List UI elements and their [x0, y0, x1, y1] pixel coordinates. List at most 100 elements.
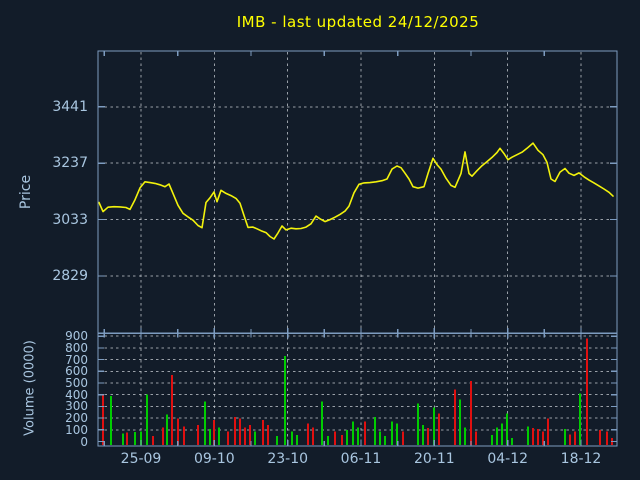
volume-bar-down: [470, 381, 472, 445]
volume-tick-label: 500: [65, 376, 88, 390]
volume-bar-up: [254, 431, 256, 445]
volume-bar-down: [244, 427, 246, 445]
date-tick-label: 25-09: [120, 451, 162, 467]
volume-bar-down: [213, 419, 215, 445]
volume-bar-down: [454, 389, 456, 445]
volume-bar-up: [110, 395, 112, 445]
volume-bar-down: [177, 418, 179, 445]
volume-bar-up: [122, 433, 124, 445]
price-panel-border: [97, 50, 618, 334]
volume-bar-down: [234, 416, 236, 445]
volume-bar-up: [146, 394, 148, 445]
volume-bar-down: [102, 394, 104, 445]
volume-bar-down: [239, 418, 241, 445]
price-axis-title: Price: [18, 174, 34, 210]
volume-bar-down: [599, 429, 601, 445]
volume-bar-up: [491, 435, 493, 445]
volume-bar-down: [152, 436, 154, 445]
volume-bar-up: [374, 416, 376, 445]
date-tick-label: 20-11: [413, 451, 455, 467]
volume-bar-down: [183, 426, 185, 445]
volume-bar-down: [586, 338, 588, 445]
volume-bar-up: [134, 432, 136, 445]
volume-bar-up: [422, 425, 424, 445]
volume-bar-down: [542, 431, 544, 445]
volume-bar-up: [209, 429, 211, 445]
volume-bar-up: [464, 427, 466, 445]
volume-bar-up: [459, 399, 461, 445]
volume-bar-down: [267, 425, 269, 445]
volume-bar-up: [384, 436, 386, 445]
volume-bar-down: [606, 431, 608, 445]
volume-bar-down: [475, 431, 477, 445]
volume-bar-down: [532, 428, 534, 445]
volume-tick-label: 900: [65, 329, 88, 344]
volume-tick-label: 0: [80, 434, 88, 449]
volume-bar-up: [276, 436, 278, 445]
volume-bar-down: [569, 434, 571, 445]
price-tick-label: 3441: [52, 98, 88, 115]
volume-bar-down: [197, 425, 199, 445]
volume-bar-down: [162, 427, 164, 445]
volume-tick-label: 200: [65, 411, 88, 426]
volume-bar-up: [204, 401, 206, 445]
volume-bar-down: [334, 431, 336, 445]
volume-bar-down: [227, 431, 229, 445]
date-tick-label: 23-10: [267, 451, 309, 467]
volume-tick-label: 300: [65, 399, 88, 414]
volume-bar-down: [438, 413, 440, 445]
volume-bar-up: [296, 435, 298, 445]
volume-bar-down: [574, 431, 576, 445]
chart-title: IMB - last updated 24/12/2025: [236, 13, 480, 31]
volume-bar-down: [249, 425, 251, 445]
volume-bar-up: [396, 423, 398, 445]
volume-bar-up: [433, 407, 435, 445]
volume-bar-down: [402, 431, 404, 445]
price-tick-label: 3237: [52, 155, 88, 172]
volume-bar-down: [307, 423, 309, 445]
volume-bar-up: [346, 429, 348, 445]
volume-bar-down: [126, 432, 128, 445]
volume-bar-down: [547, 418, 549, 445]
volume-tick-label: 100: [65, 422, 88, 437]
volume-bar-up: [284, 356, 286, 445]
volume-bar-down: [171, 374, 173, 445]
date-tick-label: 04-12: [487, 451, 529, 467]
price-line: [98, 142, 614, 240]
volume-bar-up: [506, 413, 508, 445]
date-tick-label: 18-12: [560, 451, 602, 467]
volume-tick-label: 800: [65, 340, 88, 355]
volume-bar-up: [321, 401, 323, 445]
volume-bar-up: [527, 426, 529, 445]
volume-panel-border: [97, 332, 618, 447]
volume-tick-label: 700: [65, 352, 88, 367]
volume-bar-down: [364, 421, 366, 445]
volume-bar-up: [357, 427, 359, 445]
volume-bar-up: [511, 437, 513, 445]
volume-bar-up: [417, 403, 419, 445]
volume-bar-up: [496, 427, 498, 445]
volume-bar-up: [166, 414, 168, 445]
volume-bar-down: [262, 419, 264, 445]
volume-tick-label: 600: [65, 364, 88, 379]
date-tick-label: 09-10: [193, 451, 235, 467]
volume-tick-label: 400: [65, 387, 88, 402]
price-tick-label: 3033: [52, 211, 88, 228]
volume-bar-up: [564, 429, 566, 445]
volume-bar-up: [218, 427, 220, 445]
volume-bar-up: [352, 421, 354, 445]
volume-bar-down: [312, 427, 314, 445]
price-tick-label: 2829: [52, 268, 88, 285]
volume-bar-down: [537, 429, 539, 445]
volume-bar-up: [291, 431, 293, 445]
volume-bar-up: [391, 421, 393, 445]
volume-bar-up: [379, 431, 381, 445]
volume-bar-up: [140, 431, 142, 445]
volume-bar-down: [341, 435, 343, 445]
volume-bar-down: [427, 428, 429, 445]
date-tick-label: 06-11: [340, 451, 382, 467]
volume-bar-up: [501, 423, 503, 445]
volume-bar-up: [327, 436, 329, 445]
